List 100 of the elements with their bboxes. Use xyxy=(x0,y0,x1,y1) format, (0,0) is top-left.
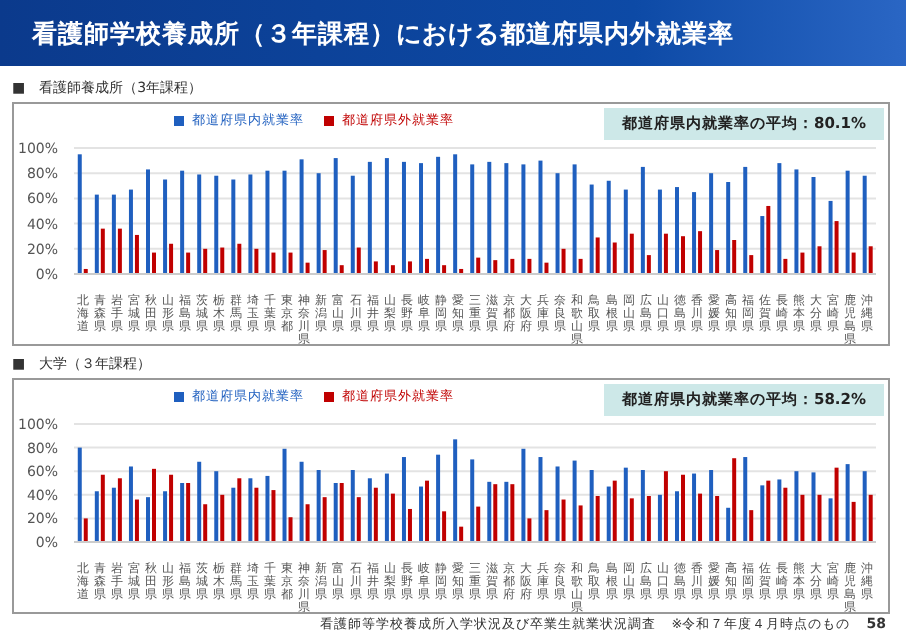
bar xyxy=(845,464,850,542)
bar xyxy=(663,471,668,542)
bar xyxy=(698,231,703,274)
bar xyxy=(589,184,594,274)
bar xyxy=(646,255,651,274)
bar xyxy=(265,170,270,274)
bar xyxy=(271,490,276,542)
bar xyxy=(487,481,492,542)
bar xyxy=(862,471,867,542)
bar xyxy=(555,173,560,274)
bar xyxy=(203,248,208,274)
bar xyxy=(316,470,321,542)
bar xyxy=(640,166,645,274)
bar xyxy=(436,156,441,274)
bar xyxy=(476,506,481,542)
bar xyxy=(237,243,242,274)
bar xyxy=(254,248,259,274)
bar xyxy=(419,163,424,274)
bar xyxy=(180,483,185,542)
bar xyxy=(743,457,748,542)
bar xyxy=(732,239,737,274)
bar xyxy=(623,189,628,274)
bar xyxy=(572,164,577,274)
bar xyxy=(476,257,481,274)
bar xyxy=(777,479,782,542)
bar xyxy=(817,246,822,274)
bar xyxy=(470,164,475,274)
bar xyxy=(134,499,139,542)
bar xyxy=(373,487,378,542)
bar xyxy=(111,487,116,542)
bar xyxy=(834,221,839,274)
bar xyxy=(726,507,731,542)
bar xyxy=(493,260,498,274)
bar xyxy=(128,189,133,274)
bar xyxy=(715,495,720,542)
bar xyxy=(401,161,406,274)
bar xyxy=(527,518,532,542)
bar xyxy=(214,175,219,274)
bar xyxy=(544,510,549,542)
bar xyxy=(680,474,685,542)
bar xyxy=(555,466,560,542)
bar xyxy=(407,508,412,542)
bar xyxy=(186,483,191,542)
bar xyxy=(390,265,395,274)
bar xyxy=(749,255,754,274)
bar xyxy=(572,460,577,542)
bar xyxy=(732,458,737,542)
bar xyxy=(845,170,850,274)
bar xyxy=(674,187,679,274)
bar xyxy=(828,498,833,542)
bar xyxy=(425,480,430,542)
bar xyxy=(163,491,168,542)
bar xyxy=(117,478,122,542)
bar xyxy=(117,228,122,274)
bar xyxy=(663,233,668,274)
bar xyxy=(692,473,697,542)
bar xyxy=(77,447,82,542)
chart-title: 看護師学校養成所（３年課程）における都道府県内外就業率 xyxy=(0,0,906,66)
bar xyxy=(851,501,856,542)
bar xyxy=(180,170,185,274)
bar xyxy=(766,205,771,274)
bar xyxy=(288,252,293,274)
bar xyxy=(152,468,157,542)
bar xyxy=(214,471,219,542)
bar xyxy=(538,457,543,542)
bar xyxy=(612,242,617,274)
bar xyxy=(442,511,447,542)
bar xyxy=(612,480,617,542)
bar xyxy=(442,265,447,274)
bar xyxy=(316,173,321,274)
bar xyxy=(578,505,583,542)
bar xyxy=(146,497,151,542)
bar xyxy=(350,175,355,274)
bar xyxy=(425,258,430,274)
bar xyxy=(510,484,515,542)
bar xyxy=(800,494,805,542)
bar xyxy=(794,471,799,542)
bar xyxy=(231,487,236,542)
bar xyxy=(646,495,651,542)
bar xyxy=(561,248,566,274)
bar xyxy=(197,461,202,542)
bar xyxy=(760,485,765,542)
bar xyxy=(94,194,99,274)
bar xyxy=(453,154,458,274)
bar xyxy=(561,499,566,542)
bar xyxy=(487,161,492,274)
bar xyxy=(333,483,338,542)
bar xyxy=(367,161,372,274)
bar xyxy=(333,158,338,274)
bar xyxy=(401,457,406,542)
bar xyxy=(629,233,634,274)
bar xyxy=(510,258,515,274)
bar xyxy=(680,236,685,274)
bar xyxy=(350,470,355,542)
bar xyxy=(817,494,822,542)
bar xyxy=(538,160,543,274)
bar xyxy=(220,247,225,274)
bar xyxy=(231,179,236,274)
bar xyxy=(186,252,191,274)
bar xyxy=(578,258,583,274)
